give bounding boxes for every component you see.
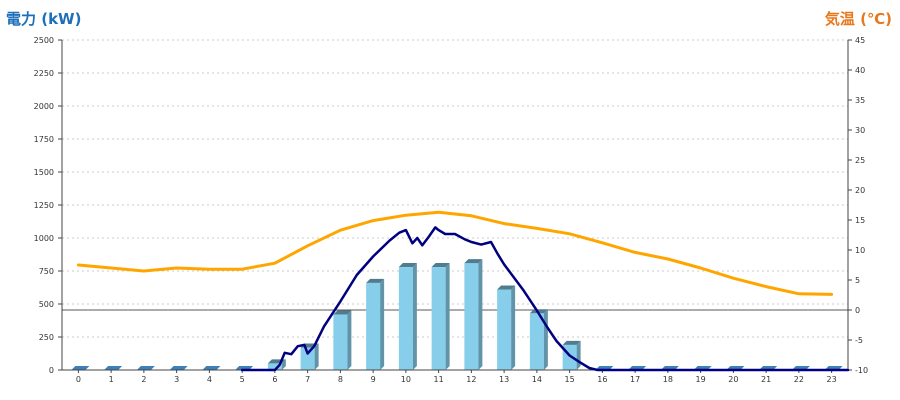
x-axis-tick-label: 22 — [794, 375, 804, 384]
bar-side — [314, 343, 319, 370]
x-axis-tick-label: 8 — [338, 375, 343, 384]
left-axis-tick-label: 2500 — [34, 36, 54, 45]
bar — [136, 366, 155, 370]
bar-top — [431, 263, 450, 268]
right-axis-tick-label: 0 — [855, 306, 860, 315]
bar — [366, 282, 381, 370]
bar-side — [576, 340, 581, 370]
bar-top — [562, 340, 581, 345]
bar — [267, 363, 282, 370]
x-axis-tick-label: 5 — [240, 375, 245, 384]
power-line — [240, 226, 850, 372]
left-axis-tick-label: 1250 — [34, 201, 54, 210]
bar-side — [543, 309, 548, 370]
x-axis-tick-label: 13 — [499, 375, 509, 384]
x-axis-tick-label: 12 — [466, 375, 476, 384]
x-axis-tick-label: 11 — [434, 375, 444, 384]
bar — [464, 263, 479, 370]
left-axis-tick-label: 500 — [39, 300, 54, 309]
x-axis-tick-label: 7 — [305, 375, 310, 384]
x-axis-tick-label: 0 — [76, 375, 81, 384]
x-axis-tick-label: 6 — [272, 375, 277, 384]
left-axis-tick-label: 1750 — [34, 135, 54, 144]
right-axis-tick-label: 20 — [855, 186, 865, 195]
x-axis-tick-label: 14 — [532, 375, 542, 384]
x-axis-tick-label: 9 — [371, 375, 376, 384]
temperature-line — [76, 210, 834, 296]
bar — [202, 366, 221, 370]
bar-side — [445, 263, 450, 370]
right-axis-tick-label: 45 — [855, 36, 865, 45]
bar-top — [366, 278, 385, 283]
right-axis-tick-label: 35 — [855, 96, 865, 105]
left-axis-tick-label: 250 — [39, 333, 54, 342]
bar — [104, 366, 123, 370]
right-axis-title: 気温 (℃) — [824, 10, 892, 28]
left-axis-tick-label: 2000 — [34, 102, 54, 111]
bar — [333, 314, 348, 370]
x-axis-tick-label: 20 — [728, 375, 738, 384]
x-axis-tick-label: 18 — [663, 375, 673, 384]
bar — [431, 267, 446, 370]
x-axis-tick-label: 17 — [630, 375, 640, 384]
x-axis-tick-label: 21 — [761, 375, 771, 384]
bar-side — [511, 285, 516, 370]
bar — [398, 267, 413, 370]
bar — [497, 289, 512, 370]
x-axis-tick-label: 15 — [565, 375, 575, 384]
right-axis-tick-label: -10 — [855, 366, 868, 375]
right-axis-tick-label: -5 — [855, 336, 863, 345]
bar — [529, 313, 544, 370]
left-axis-tick-label: 2250 — [34, 69, 54, 78]
bar-top — [497, 285, 516, 290]
x-axis-tick-label: 1 — [109, 375, 114, 384]
x-axis-tick-label: 23 — [827, 375, 837, 384]
x-axis-tick-label: 19 — [696, 375, 706, 384]
bar-side — [347, 310, 352, 370]
right-axis-tick-label: 30 — [855, 126, 865, 135]
bar-side — [281, 359, 286, 370]
x-axis-tick-label: 4 — [207, 375, 212, 384]
bar-side — [380, 278, 385, 370]
x-axis-tick-label: 16 — [597, 375, 607, 384]
x-axis-tick-label: 10 — [401, 375, 411, 384]
bar-side — [478, 259, 483, 370]
x-axis-tick-label: 2 — [141, 375, 146, 384]
left-axis-tick-label: 750 — [39, 267, 54, 276]
x-axis-tick-label: 3 — [174, 375, 179, 384]
right-axis-tick-label: 40 — [855, 66, 865, 75]
bar-top — [529, 309, 548, 314]
right-axis-tick-label: 5 — [855, 276, 860, 285]
right-axis-tick-label: 10 — [855, 246, 865, 255]
left-axis-tick-label: 0 — [49, 366, 54, 375]
bar — [169, 366, 188, 370]
right-axis-tick-label: 15 — [855, 216, 865, 225]
bar-top — [333, 310, 352, 315]
bar-top — [464, 259, 483, 264]
right-axis-tick-label: 25 — [855, 156, 865, 165]
left-axis-title: 電力 (kW) — [6, 10, 82, 28]
bar — [300, 347, 315, 370]
bar-top — [398, 263, 417, 268]
left-axis-tick-label: 1000 — [34, 234, 54, 243]
bar — [71, 366, 90, 370]
left-axis-tick-label: 1500 — [34, 168, 54, 177]
bar-side — [412, 263, 417, 370]
